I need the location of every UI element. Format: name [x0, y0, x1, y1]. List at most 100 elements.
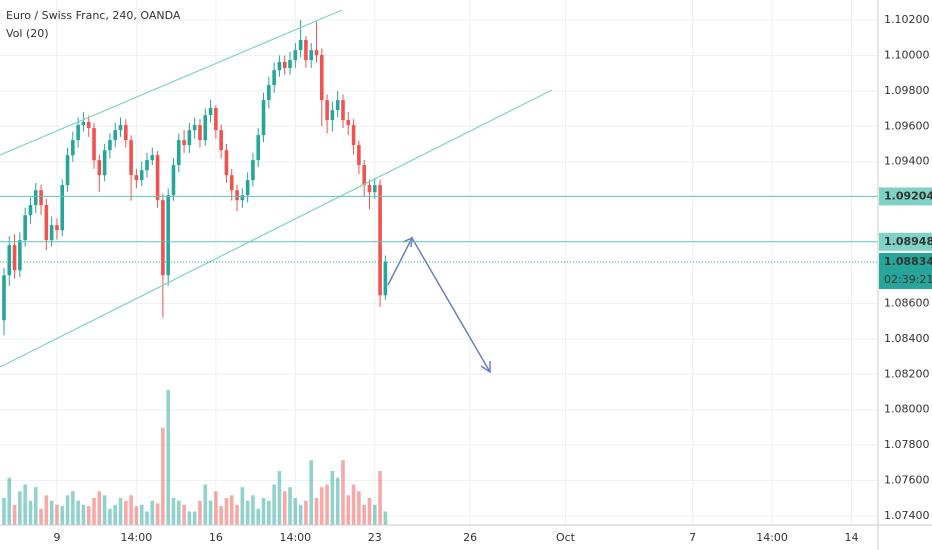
volume-bar: [60, 506, 65, 525]
candle-body: [330, 110, 335, 121]
volume-bar: [150, 500, 155, 525]
volume-bar: [267, 500, 271, 525]
volume-bar: [124, 500, 128, 525]
volume-bar: [372, 504, 377, 525]
volume-bar: [39, 508, 43, 525]
candle-body: [76, 125, 80, 141]
candle-body: [335, 100, 340, 111]
candle-body: [182, 140, 186, 146]
price-label-box: [879, 232, 932, 251]
x-tick-label: 9: [53, 531, 60, 544]
volume-bar: [108, 508, 112, 525]
candle-body: [282, 61, 287, 69]
y-tick-label: 1.09400: [884, 155, 930, 168]
volume-bar: [12, 504, 17, 525]
volume-bar: [335, 477, 340, 525]
candle-body: [256, 135, 261, 161]
volume-bar: [28, 500, 33, 525]
candle-body: [55, 225, 59, 231]
volume-bar: [2, 498, 6, 525]
volume-bar: [198, 500, 202, 525]
candle-body: [39, 190, 43, 206]
volume-bar: [383, 511, 388, 525]
volume-label: Vol (20): [6, 27, 49, 40]
price-label: 1.08948: [884, 235, 932, 248]
volume-bar: [245, 500, 250, 525]
candle-body: [240, 195, 245, 201]
candle-body: [325, 100, 329, 121]
arrow: [387, 236, 491, 374]
volume-bar: [171, 498, 176, 525]
candle-body: [357, 145, 361, 166]
volume-bar: [65, 495, 70, 525]
volume-bar: [261, 498, 266, 525]
candle-body: [124, 125, 128, 141]
volume-bar: [272, 484, 276, 525]
candle-body: [229, 175, 234, 191]
volume-bar: [55, 504, 59, 525]
candles: [2, 20, 388, 336]
volume-bar: [86, 506, 91, 525]
candle-body: [44, 205, 49, 241]
candle-body: [176, 140, 181, 166]
x-tick-label: 26: [463, 531, 477, 544]
volume-bar: [81, 504, 86, 525]
volume-bar: [298, 504, 303, 525]
candle-body: [97, 160, 102, 176]
x-tick-label: 14:00: [756, 531, 788, 544]
volume-bar: [251, 495, 255, 525]
y-tick-label: 1.08200: [884, 367, 930, 380]
axes: 1.10200 1.10000 1.09800 1.09600 1.09400 1.086…: [53, 13, 929, 544]
y-tick-label: 1.07600: [884, 474, 930, 487]
y-tick-label: 1.08400: [884, 332, 930, 345]
chart-title: Euro / Swiss Franc, 240, OANDA: [6, 9, 181, 22]
volume-bar: [208, 500, 213, 525]
volume-bar: [192, 511, 197, 525]
y-tick-label: 1.08600: [884, 296, 930, 309]
x-tick-label: 14:00: [121, 531, 153, 544]
volume-bar: [23, 484, 27, 525]
volume-bar: [203, 484, 208, 525]
candle-body: [309, 50, 314, 61]
candle-body: [108, 140, 112, 151]
candle-body: [118, 125, 123, 131]
volume-bar: [33, 487, 38, 525]
candle-body: [383, 261, 388, 296]
volume-bar: [288, 487, 292, 525]
channel-upper: [0, 9, 343, 156]
candle-body: [113, 130, 118, 141]
volume-bar: [187, 511, 192, 525]
candle-body: [150, 155, 155, 161]
volume-bar: [293, 498, 298, 525]
candle-body: [346, 120, 351, 126]
volume-bar: [129, 495, 133, 525]
volume-bar: [229, 495, 234, 525]
candle-body: [219, 130, 223, 151]
candle-body: [214, 108, 218, 131]
candle-body: [134, 175, 139, 181]
candle-body: [81, 122, 86, 126]
volume-bar: [362, 504, 366, 525]
candle-body: [378, 185, 382, 296]
candle-body: [351, 125, 356, 146]
candle-body: [2, 275, 6, 321]
x-tick-label: 23: [368, 531, 382, 544]
volume-bar: [346, 495, 351, 525]
candle-body: [304, 40, 308, 61]
volume-bar: [325, 484, 329, 525]
volume-bar: [320, 487, 324, 525]
candle-body: [362, 165, 366, 186]
x-tick-label: 16: [209, 531, 223, 544]
candle-body: [341, 100, 345, 121]
candle-body: [372, 185, 377, 193]
volume-bar: [240, 487, 245, 525]
volume-bar: [357, 491, 361, 525]
y-tick-label: 1.10000: [884, 48, 930, 61]
volume-bar: [113, 504, 118, 525]
y-tick-label: 1.09800: [884, 84, 930, 97]
volume-bar: [7, 477, 12, 525]
candle-body: [102, 150, 107, 176]
candle-body: [235, 190, 239, 201]
volume-bar: [235, 504, 239, 525]
candle-body: [192, 125, 197, 131]
